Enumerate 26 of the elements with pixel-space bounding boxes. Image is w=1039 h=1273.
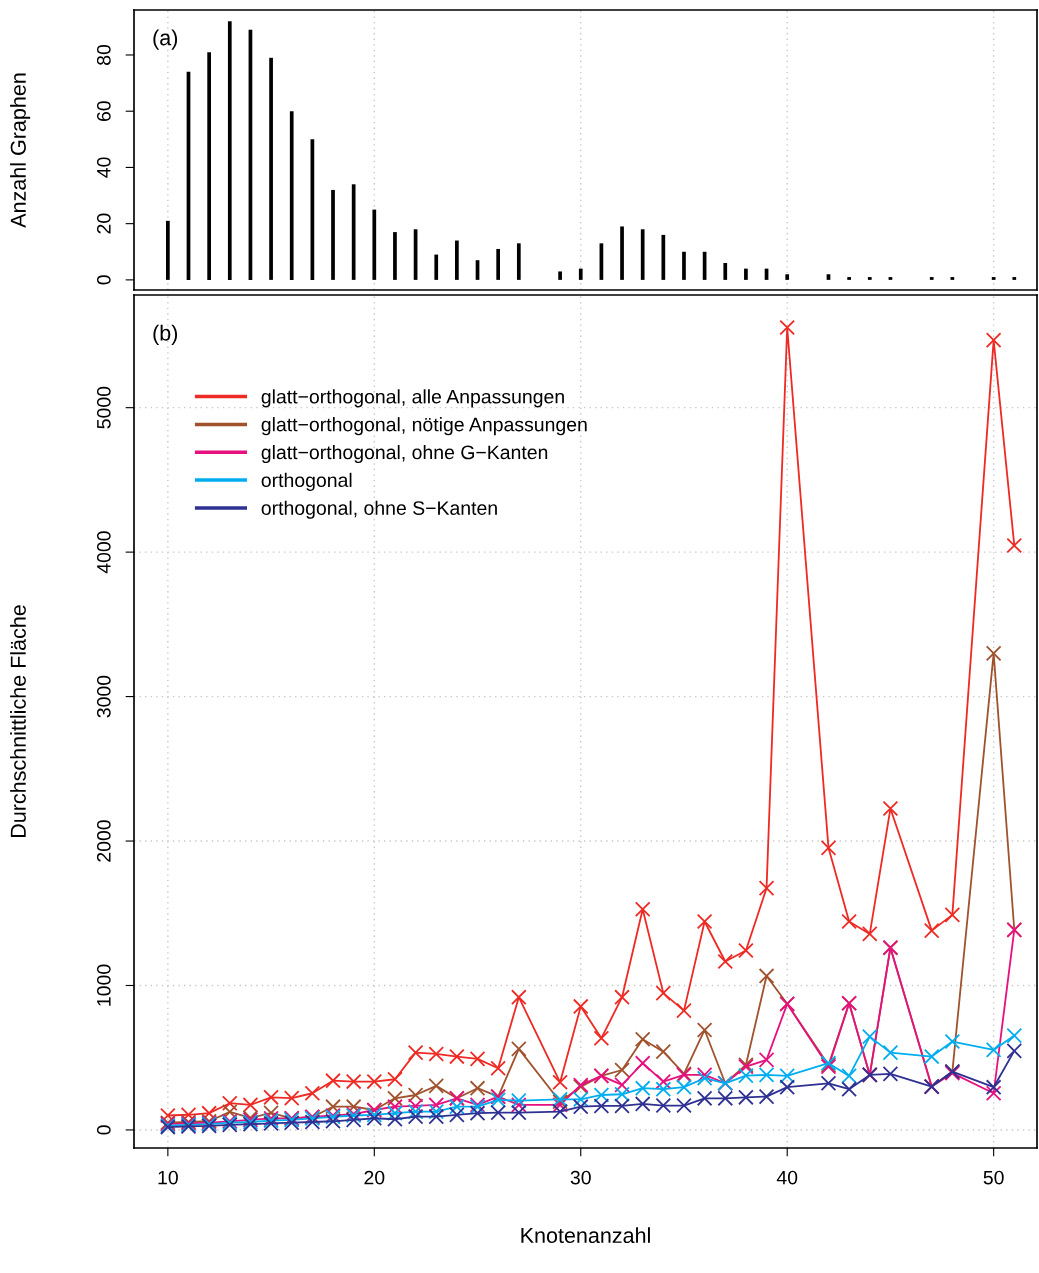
x-tick-label: 30 <box>570 1170 591 1185</box>
x-tick-label: 10 <box>158 1170 178 1185</box>
legend-label: glatt−orthogonal, nötige Anpassungen <box>261 417 587 436</box>
y-tick-label: 1000 <box>96 964 111 1006</box>
x-tick-label: 40 <box>776 1170 798 1185</box>
legend-label: orthogonal <box>261 472 352 491</box>
y-tick-label: 0 <box>96 1125 111 1135</box>
y-tick-label: 0 <box>96 275 111 285</box>
y-tick-label: 3000 <box>96 675 111 718</box>
x-tick-label: 50 <box>983 1170 1004 1185</box>
y-tick-label: 20 <box>96 213 111 234</box>
legend-label: glatt−orthogonal, ohne G−Kanten <box>261 444 548 464</box>
y-axis-title: Durchschnittliche Fläche <box>10 605 26 837</box>
y-axis-title: Anzahl Graphen <box>10 73 31 228</box>
x-tick-label: 20 <box>364 1170 385 1185</box>
y-tick-label: 60 <box>96 101 111 122</box>
x-axis-title: Knotenanzahl <box>521 1227 650 1244</box>
legend-label: orthogonal, ohne S−Kanten <box>261 500 497 519</box>
y-tick-label: 2000 <box>96 820 111 862</box>
y-tick-label: 80 <box>96 44 111 65</box>
annotation: (b) <box>153 324 178 345</box>
y-tick-label: 4000 <box>96 531 111 574</box>
y-tick-label: 40 <box>96 157 111 178</box>
legend-label: glatt−orthogonal, alle Anpassungen <box>261 389 564 408</box>
y-tick-label: 5000 <box>96 386 111 429</box>
annotation: (a) <box>153 29 178 50</box>
